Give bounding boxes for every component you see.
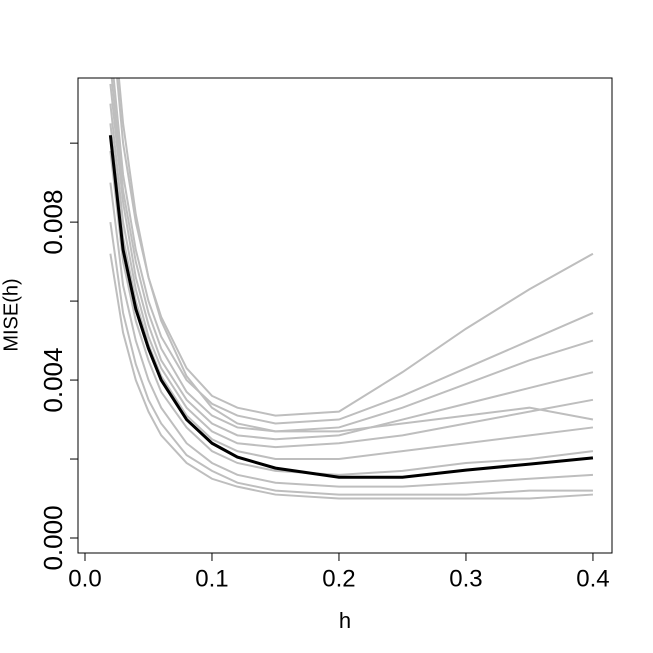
y-axis-label: MISE(h) bbox=[0, 278, 22, 351]
series-line bbox=[109, 103, 594, 449]
series-line bbox=[109, 182, 594, 488]
series-line bbox=[110, 78, 594, 433]
plot-area bbox=[108, 78, 594, 500]
y-tick-label: 0.004 bbox=[38, 348, 68, 413]
series-line bbox=[109, 150, 594, 476]
series-line bbox=[109, 221, 593, 496]
x-tick-label: 0.0 bbox=[68, 565, 101, 592]
series-line bbox=[117, 78, 594, 433]
series-line bbox=[109, 83, 594, 441]
x-tick-label: 0.4 bbox=[576, 565, 609, 592]
x-tick-label: 0.2 bbox=[322, 565, 355, 592]
series-line bbox=[116, 78, 594, 417]
x-tick-label: 0.3 bbox=[449, 565, 482, 592]
series-line bbox=[108, 135, 594, 479]
y-tick-label: 0.000 bbox=[38, 505, 68, 570]
y-tick-label: 0.008 bbox=[38, 190, 68, 255]
x-tick-label: 0.1 bbox=[195, 565, 228, 592]
series-line bbox=[109, 123, 594, 461]
x-axis-label: h bbox=[339, 608, 351, 633]
plot-box bbox=[77, 77, 613, 554]
series-line bbox=[112, 78, 594, 425]
series-line bbox=[109, 253, 594, 500]
